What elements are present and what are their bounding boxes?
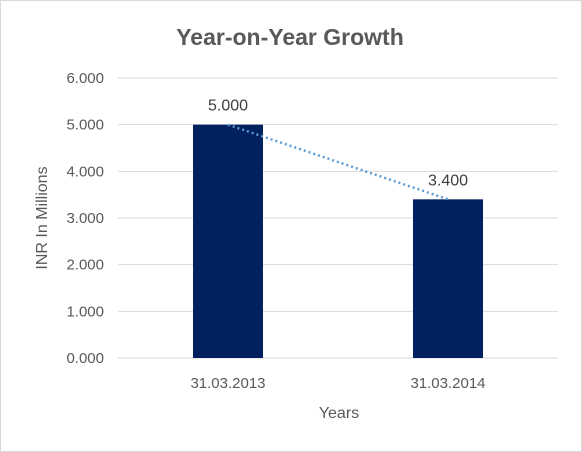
y-axis-ticks: 0.000 1.000 2.000 3.000 4.000 5.000 6.000	[66, 70, 104, 367]
y-tick-label: 4.000	[66, 163, 104, 180]
y-tick-label: 3.000	[66, 210, 104, 227]
y-tick-label: 2.000	[66, 257, 104, 274]
y-tick-label: 1.000	[66, 303, 104, 320]
x-axis-ticks: 31.03.2013 31.03.2014	[190, 375, 485, 392]
trendline	[227, 123, 449, 201]
bars	[193, 124, 483, 359]
data-labels: 5.000 3.400	[208, 98, 468, 190]
data-label: 3.400	[428, 172, 468, 189]
trendline-segment	[227, 123, 449, 201]
y-tick-label: 0.000	[66, 350, 104, 367]
y-tick-label: 6.000	[66, 70, 104, 87]
bar	[413, 199, 483, 358]
x-tick-label: 31.03.2014	[410, 375, 485, 392]
data-label: 5.000	[208, 98, 248, 115]
chart-title: Year-on-Year Growth	[176, 24, 404, 50]
gridlines	[118, 77, 558, 359]
x-axis-title: Years	[319, 405, 359, 422]
x-tick-label: 31.03.2013	[190, 375, 265, 392]
y-tick-label: 5.000	[66, 117, 104, 134]
y-axis-title: INR In Millions	[34, 166, 51, 269]
bar	[193, 124, 263, 359]
